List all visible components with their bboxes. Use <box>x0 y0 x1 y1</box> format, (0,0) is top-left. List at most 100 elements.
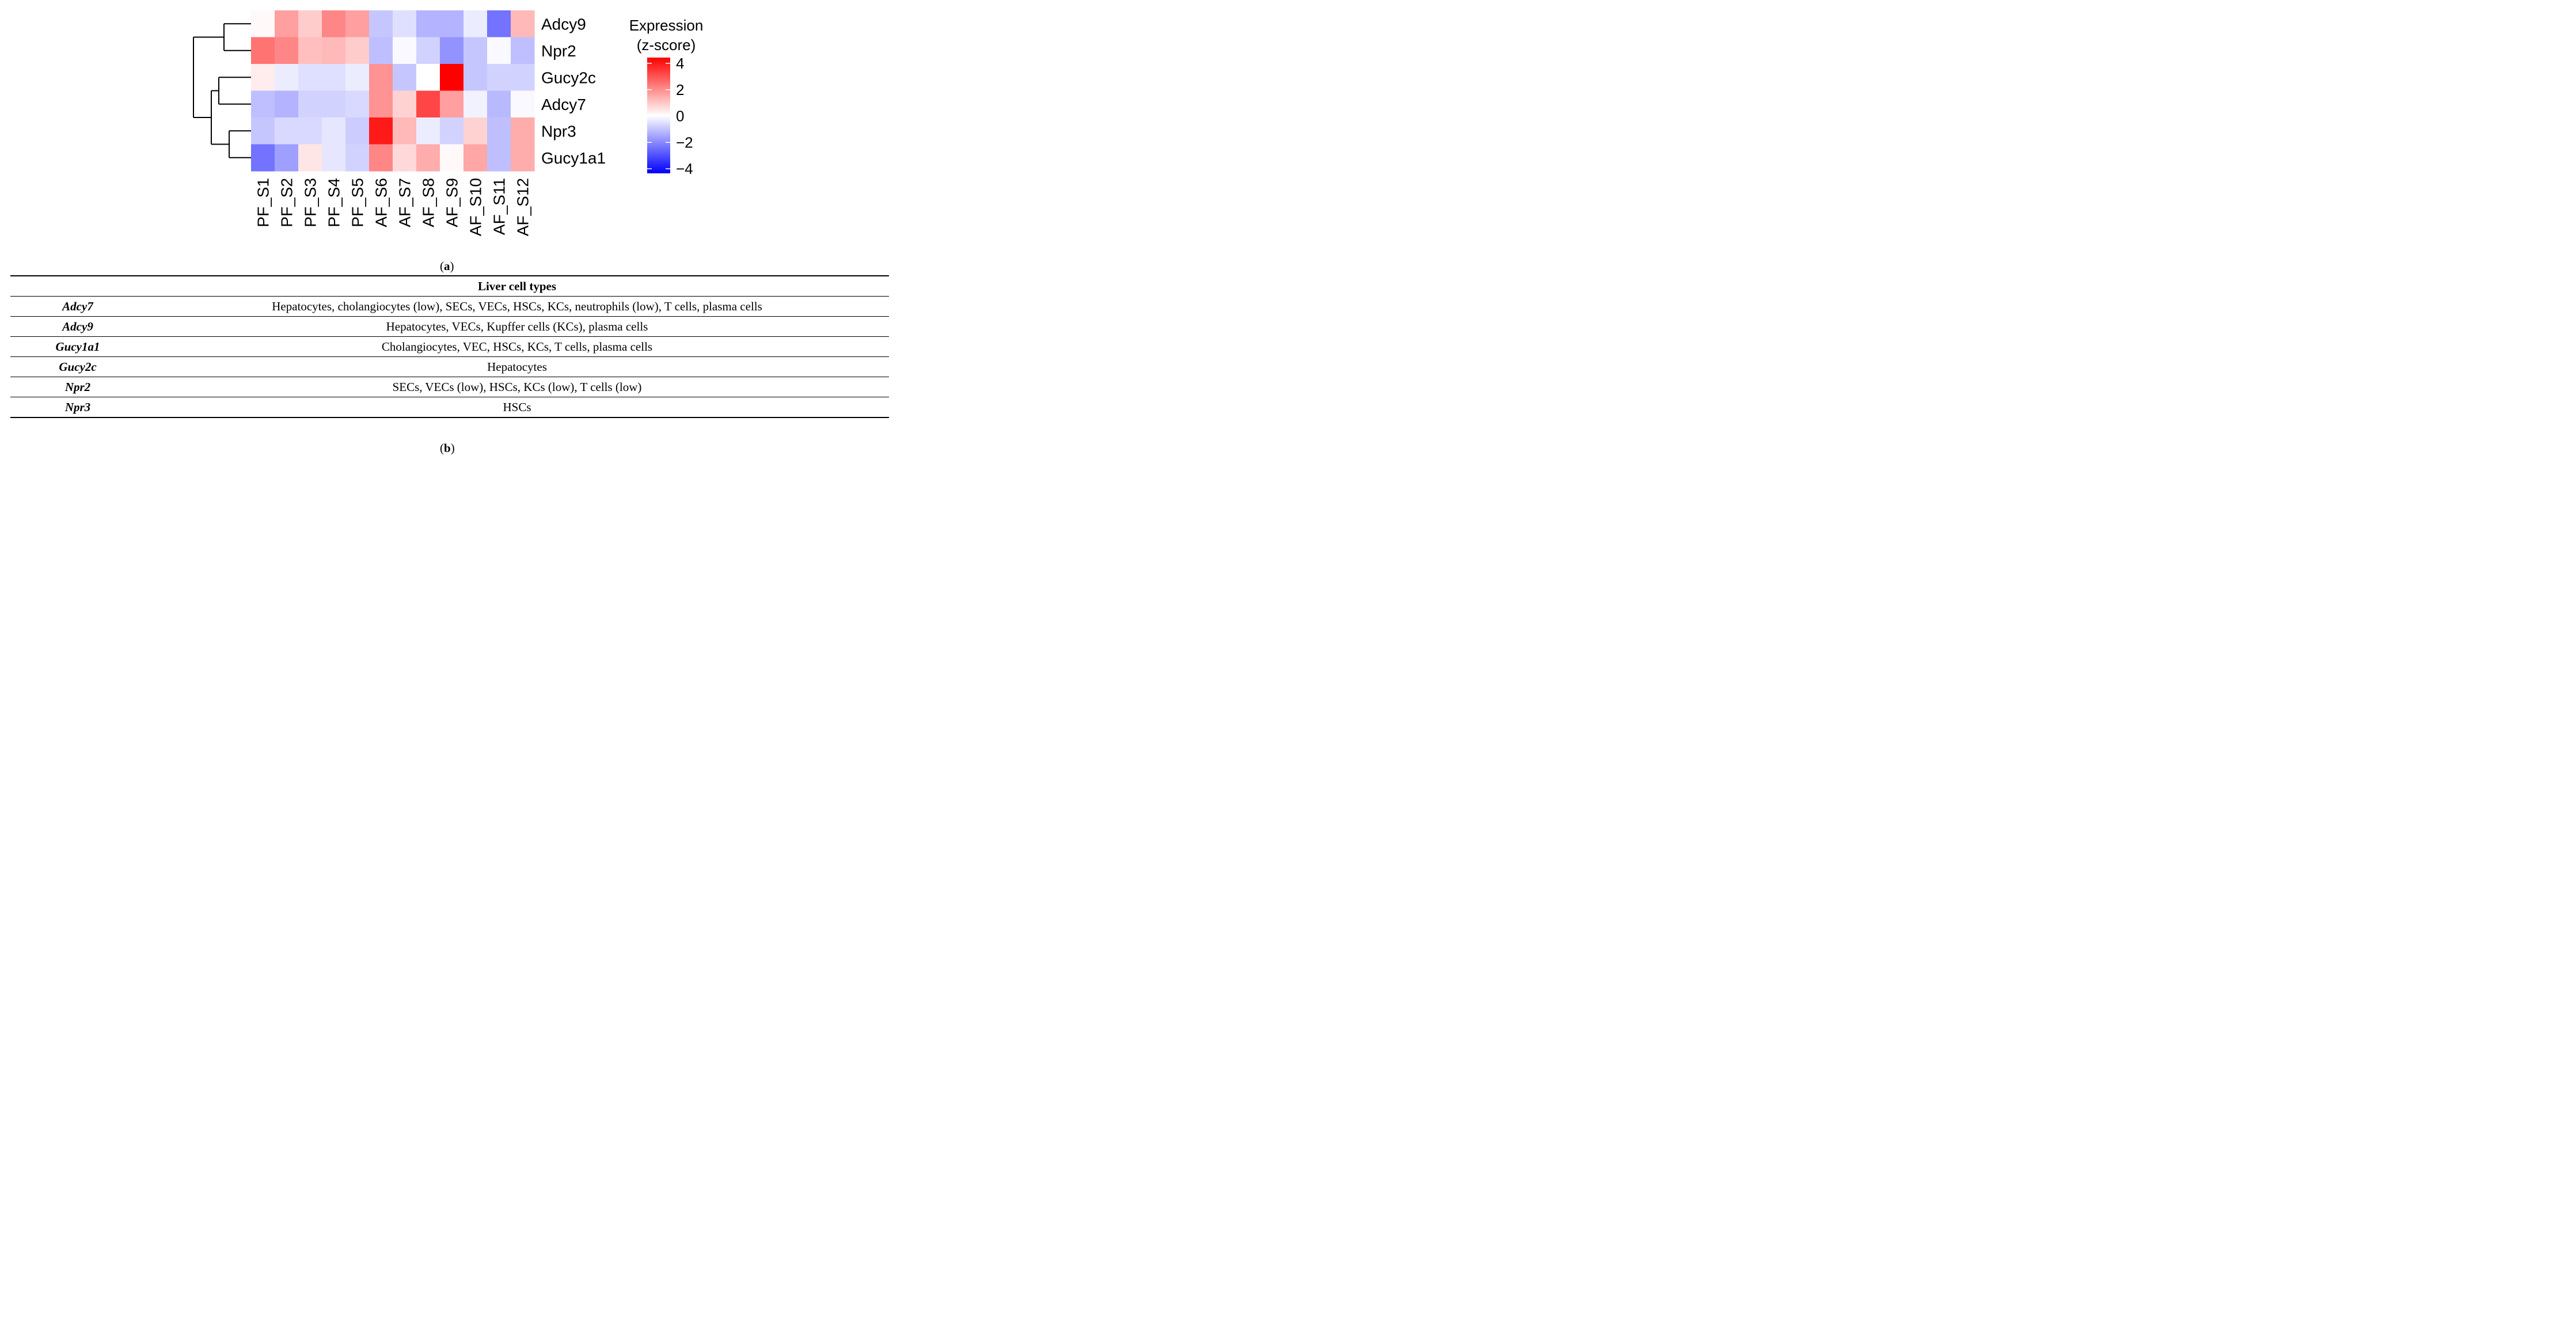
heatmap-cell-adcy7-pf-s3 <box>298 90 322 118</box>
row-labels: Adcy9 Npr2 Gucy2c Adcy7 Npr3 Gucy1a1 <box>541 15 606 167</box>
table-body: Adcy7 Hepatocytes, cholangiocytes (low), … <box>10 296 889 418</box>
table-gene-cell: Npr3 <box>10 397 145 418</box>
table-gene-cell: Gucy2c <box>10 356 145 377</box>
legend-tick-label: 4 <box>676 55 684 72</box>
table-header-row: Liver cell types <box>10 276 889 297</box>
column-label-pf-s5: PF_S5 <box>349 178 367 227</box>
heatmap-cell-adcy9-af-s8 <box>416 10 440 38</box>
column-label-pf-s3: PF_S3 <box>302 178 320 227</box>
heatmap-cell-gucy1a1-pf-s1 <box>251 144 275 172</box>
heatmap-cell-adcy9-af-s9 <box>440 10 464 38</box>
heatmap-cell-adcy7-af-s11 <box>487 90 511 118</box>
column-label-af-s9: AF_S9 <box>443 178 461 227</box>
heatmap-cell-adcy9-af-s11 <box>487 10 511 38</box>
heatmap-cell-npr3-pf-s3 <box>298 117 322 145</box>
heatmap-cell-npr3-pf-s2 <box>275 117 299 145</box>
heatmap-cell-npr3-af-s11 <box>487 117 511 145</box>
heatmap-cell-adcy9-af-s10 <box>463 10 488 38</box>
heatmap-cell-adcy7-af-s10 <box>463 90 488 118</box>
legend-color-bar <box>647 58 670 173</box>
color-legend: Expression (z-score) 4 2 0 −2 −4 <box>629 17 704 177</box>
heatmap-cell-gucy2c-af-s7 <box>393 64 417 92</box>
heatmap-cell-npr2-af-s12 <box>511 37 535 64</box>
row-label-adcy7: Adcy7 <box>541 96 586 113</box>
row-label-adcy9: Adcy9 <box>541 15 586 33</box>
table-row: Gucy1a1 Cholangiocytes, VEC, HSCs, KCs, T… <box>10 336 889 357</box>
heatmap-cell-npr3-af-s8 <box>416 117 440 145</box>
heatmap-cells <box>251 10 535 172</box>
heatmap-cell-gucy2c-pf-s3 <box>298 64 322 92</box>
table-row: Adcy7 Hepatocytes, cholangiocytes (low), … <box>10 296 889 317</box>
heatmap-cell-npr3-af-s10 <box>463 117 488 145</box>
column-label-af-s11: AF_S11 <box>491 178 508 235</box>
heatmap-cell-adcy7-af-s8 <box>416 90 440 118</box>
table-row: Npr3 HSCs <box>10 397 889 418</box>
panel-caption-a: (a) <box>440 259 454 273</box>
heatmap-cell-gucy1a1-pf-s5 <box>345 144 370 172</box>
table-cell-types-cell: SECs, VECs (low), HSCs, KCs (low), T cel… <box>145 377 889 397</box>
legend-title-line1: Expression <box>629 17 704 34</box>
table-cell-types-cell: Hepatocytes, VECs, Kupffer cells (KCs), … <box>145 316 889 337</box>
heatmap-cell-gucy1a1-af-s11 <box>487 144 511 172</box>
heatmap-cell-adcy9-pf-s4 <box>322 10 346 38</box>
heatmap-cell-adcy7-af-s6 <box>369 90 393 118</box>
heatmap-cell-gucy2c-af-s10 <box>463 64 488 92</box>
heatmap-cell-adcy9-pf-s1 <box>251 10 275 38</box>
heatmap-cell-npr3-pf-s4 <box>322 117 346 145</box>
legend-tick-label: −4 <box>676 160 693 177</box>
legend-tick-label: 0 <box>676 108 684 125</box>
column-label-pf-s4: PF_S4 <box>325 178 343 227</box>
heatmap-cell-npr2-pf-s1 <box>251 37 275 64</box>
heatmap-cell-npr2-af-s8 <box>416 37 440 64</box>
heatmap-cell-adcy9-pf-s2 <box>275 10 299 38</box>
row-label-npr2: Npr2 <box>541 42 576 60</box>
heatmap-cell-adcy9-af-s6 <box>369 10 393 38</box>
table-row: Gucy2c Hepatocytes <box>10 356 889 377</box>
heatmap-cell-gucy1a1-af-s9 <box>440 144 464 172</box>
heatmap-cell-adcy7-pf-s2 <box>275 90 299 118</box>
panel-label-b: b <box>444 441 451 455</box>
legend-tick-label: −2 <box>676 134 693 151</box>
row-dendrogram <box>193 23 251 158</box>
table-cell-types-cell: Cholangiocytes, VEC, HSCs, KCs, T cells,… <box>145 336 889 357</box>
heatmap-cell-gucy1a1-af-s6 <box>369 144 393 172</box>
table-cell-types-cell: Hepatocytes <box>145 356 889 377</box>
panel-caption-b: (b) <box>440 441 455 455</box>
liver-cell-types-table: Liver cell types Adcy7 Hepatocytes, chola… <box>10 275 889 418</box>
heatmap-cell-gucy1a1-pf-s4 <box>322 144 346 172</box>
heatmap-chart: Adcy9 Npr2 Gucy2c Adcy7 Npr3 Gucy1a1 PF_S1 PF_… <box>193 10 704 236</box>
table-row: Adcy9 Hepatocytes, VECs, Kupffer cells (K… <box>10 316 889 337</box>
heatmap-cell-adcy7-pf-s1 <box>251 90 275 118</box>
row-label-npr3: Npr3 <box>541 122 576 140</box>
heatmap-cell-adcy9-pf-s5 <box>345 10 370 38</box>
figure: Adcy9 Npr2 Gucy2c Adcy7 Npr3 Gucy1a1 PF_S1 PF_… <box>0 0 900 463</box>
row-label-gucy1a1: Gucy1a1 <box>541 149 606 167</box>
table-gene-cell: Npr2 <box>10 377 145 397</box>
heatmap-cell-gucy2c-af-s12 <box>511 64 535 92</box>
heatmap-cell-gucy2c-af-s9 <box>440 64 464 92</box>
heatmap-cell-adcy7-af-s12 <box>511 90 535 118</box>
heatmap-cell-gucy1a1-pf-s3 <box>298 144 322 172</box>
table-gene-cell: Adcy7 <box>10 296 145 317</box>
table-row: Npr2 SECs, VECs (low), HSCs, KCs (low), T… <box>10 377 889 397</box>
heatmap-cell-adcy7-af-s7 <box>393 90 417 118</box>
heatmap-cell-gucy1a1-af-s7 <box>393 144 417 172</box>
panel-label-a: a <box>444 259 450 273</box>
heatmap-cell-gucy2c-pf-s5 <box>345 64 370 92</box>
heatmap-cell-gucy1a1-pf-s2 <box>275 144 299 172</box>
column-label-af-s8: AF_S8 <box>420 178 438 227</box>
column-label-af-s10: AF_S10 <box>467 178 485 236</box>
table-header-cell-types: Liver cell types <box>145 276 889 297</box>
column-label-af-s12: AF_S12 <box>514 178 532 236</box>
row-label-gucy2c: Gucy2c <box>541 69 596 86</box>
heatmap-cell-adcy9-af-s12 <box>511 10 535 38</box>
heatmap-cell-npr2-af-s6 <box>369 37 393 64</box>
heatmap-cell-npr2-pf-s5 <box>345 37 370 64</box>
column-label-pf-s2: PF_S2 <box>278 178 296 227</box>
table-gene-cell: Gucy1a1 <box>10 336 145 357</box>
heatmap-cell-npr2-af-s7 <box>393 37 417 64</box>
heatmap-cell-npr3-af-s6 <box>369 117 393 145</box>
column-label-pf-s1: PF_S1 <box>254 178 272 227</box>
heatmap-cell-npr3-pf-s5 <box>345 117 370 145</box>
heatmap-cell-gucy2c-pf-s1 <box>251 64 275 92</box>
